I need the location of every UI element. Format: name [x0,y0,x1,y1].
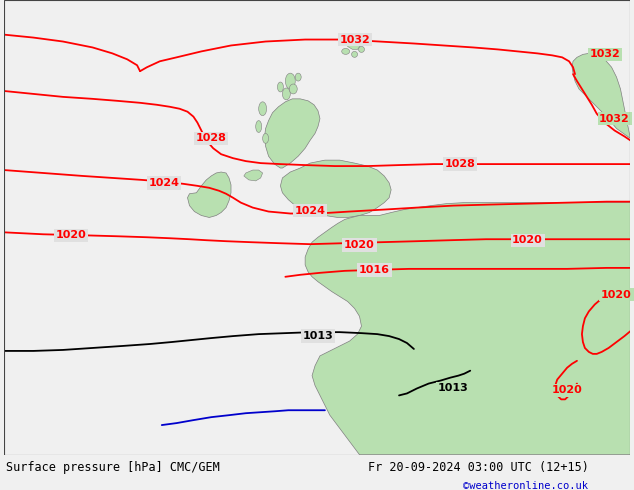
Text: 1028: 1028 [196,133,227,144]
Polygon shape [305,0,630,455]
Text: 1020: 1020 [344,240,375,250]
Ellipse shape [259,102,266,116]
Ellipse shape [289,84,297,94]
Ellipse shape [295,73,301,81]
Text: 1020: 1020 [552,386,583,395]
Ellipse shape [352,51,358,57]
Polygon shape [572,0,630,138]
Text: ©weatheronline.co.uk: ©weatheronline.co.uk [463,482,588,490]
Text: 1024: 1024 [295,206,326,216]
Ellipse shape [285,73,295,89]
Ellipse shape [342,49,349,54]
Text: 1032: 1032 [599,114,630,123]
Polygon shape [264,99,320,168]
Text: 1013: 1013 [302,331,333,341]
Text: 1016: 1016 [359,265,390,275]
Ellipse shape [278,82,283,92]
Text: 1028: 1028 [445,159,476,169]
Text: 1032: 1032 [589,49,620,59]
Ellipse shape [256,121,262,132]
Text: 1020: 1020 [56,230,86,240]
Polygon shape [188,172,231,218]
Text: 1020: 1020 [601,290,632,299]
Text: Surface pressure [hPa] CMC/GEM: Surface pressure [hPa] CMC/GEM [6,461,220,473]
Polygon shape [280,160,391,218]
Text: 1020: 1020 [512,235,543,245]
Polygon shape [347,40,361,49]
Text: 1024: 1024 [148,178,179,188]
Text: 1013: 1013 [438,384,469,393]
Ellipse shape [358,47,365,52]
Text: 1032: 1032 [339,34,370,45]
Text: Fr 20-09-2024 03:00 UTC (12+15): Fr 20-09-2024 03:00 UTC (12+15) [368,461,588,473]
Ellipse shape [282,88,290,100]
Ellipse shape [262,133,269,144]
Polygon shape [244,170,262,181]
